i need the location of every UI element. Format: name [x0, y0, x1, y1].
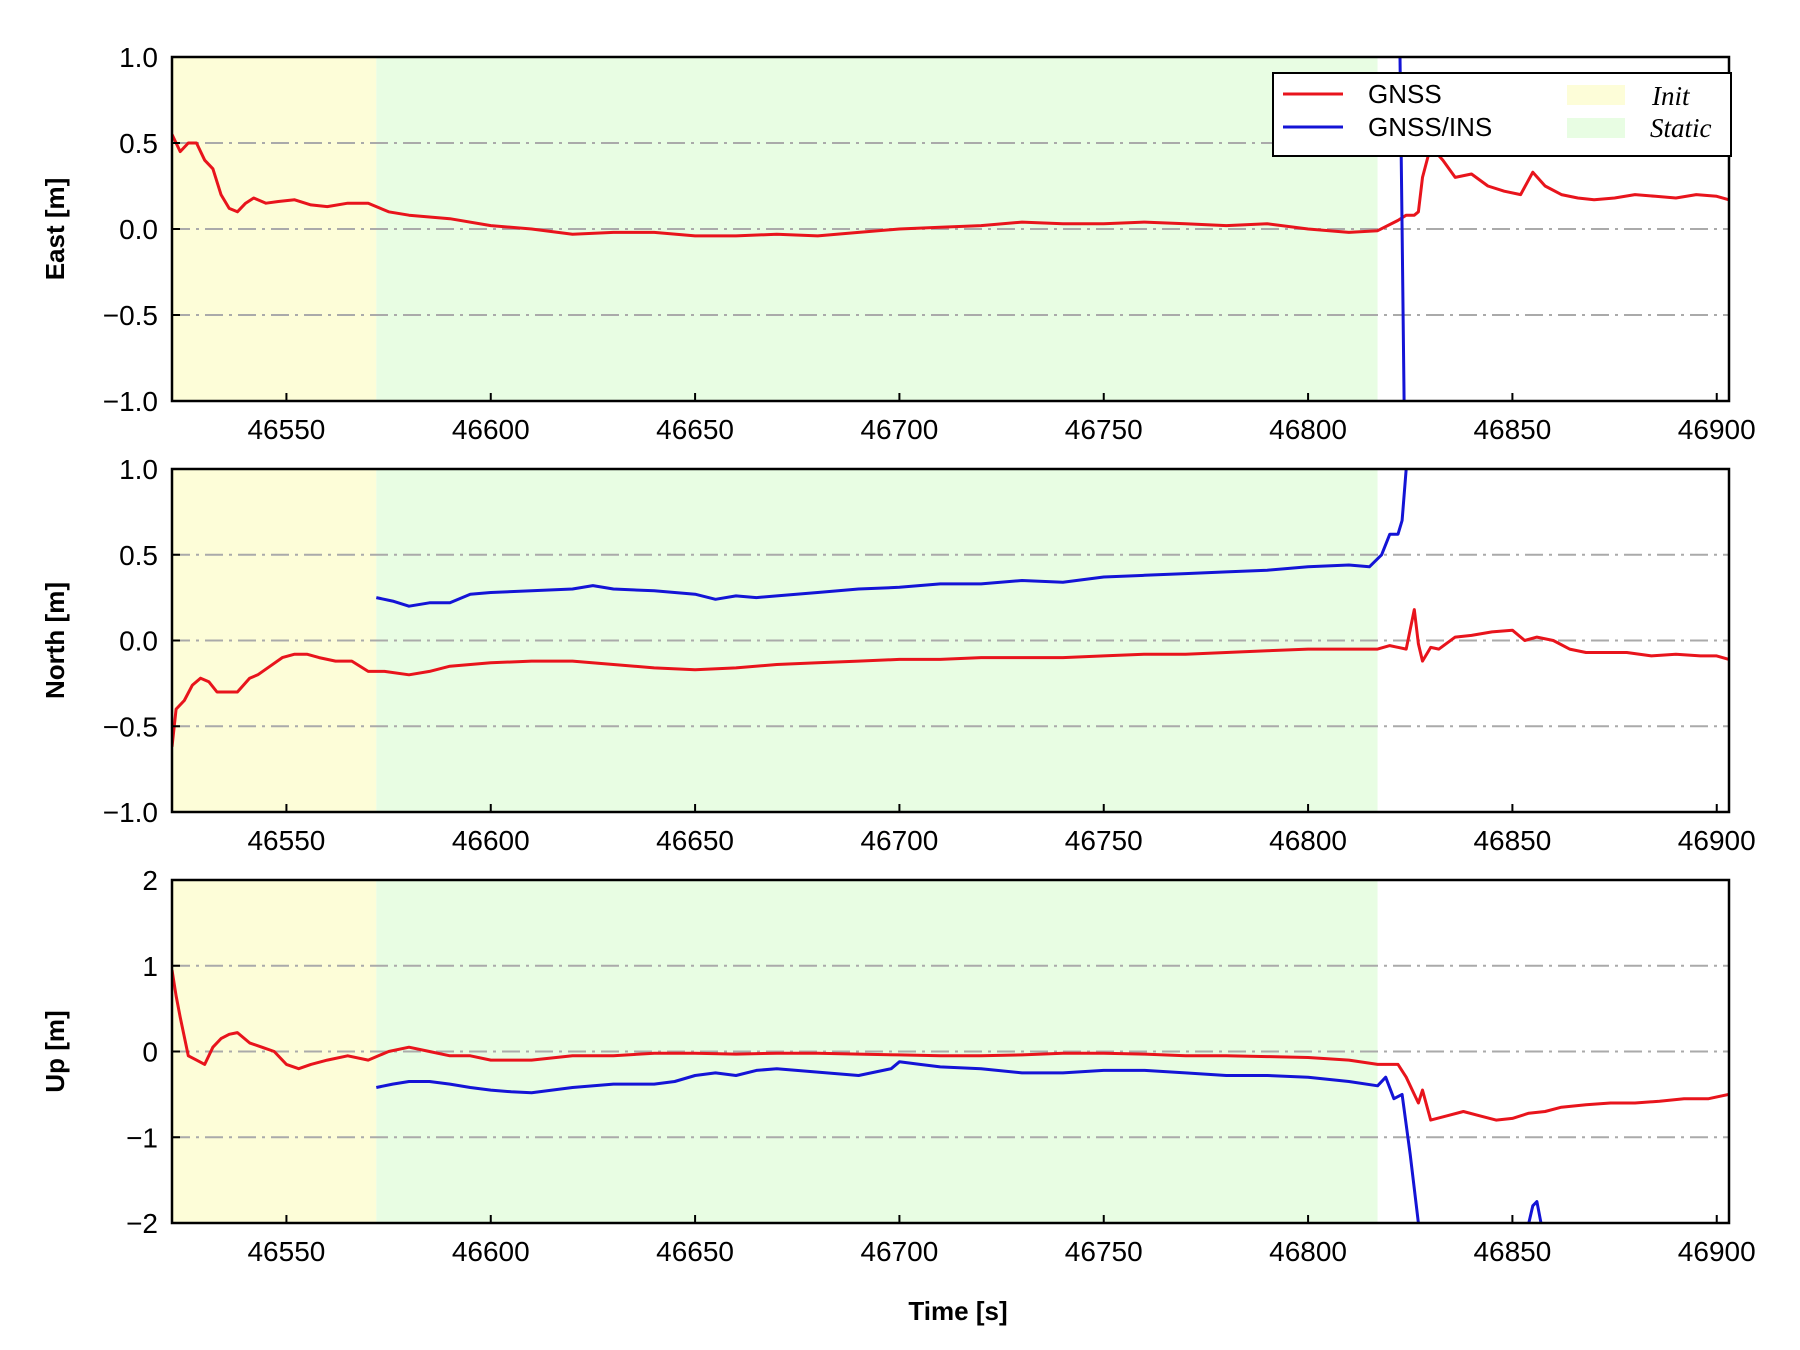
x-tick-label: 46600 [452, 414, 530, 445]
x-tick-label: 46800 [1269, 1236, 1347, 1267]
y-tick-label: 1.0 [119, 454, 158, 485]
y-tick-label: −1 [126, 1122, 158, 1153]
x-tick-label: 46600 [452, 825, 530, 856]
series-gnss [172, 969, 1729, 1122]
x-tick-label: 46550 [247, 414, 325, 445]
panel-3: 2 1 0 −1 −2 46550 46600 46650 46700 46750 46800 468… [40, 865, 1756, 1267]
x-tick-label: 46700 [860, 1236, 938, 1267]
legend-static-label: Static [1650, 113, 1712, 143]
y-tick-label: 0.0 [119, 626, 158, 657]
x-tick-label: 46750 [1065, 414, 1143, 445]
y-tick-label: 2 [142, 865, 158, 896]
x-tick-label: 46800 [1269, 825, 1347, 856]
panel-2: 1.0 0.5 0.0 −0.5 −1.0 46550 46600 46650 46700 467… [40, 454, 1756, 856]
series-gnss-ins [375, 1060, 1420, 1223]
y-tick-label: 0.5 [119, 128, 158, 159]
legend-init-swatch [1567, 85, 1625, 105]
legend-static-swatch [1567, 118, 1625, 138]
legend-gnss-label: GNSS [1368, 79, 1442, 109]
x-tick-label: 46900 [1678, 1236, 1756, 1267]
series-gnss-ins [1527, 1200, 1543, 1223]
x-tick-label: 46600 [452, 1236, 530, 1267]
legend-gnss-ins-label: GNSS/INS [1368, 112, 1492, 142]
x-tick-label: 46650 [656, 1236, 734, 1267]
y-tick-label: 1.0 [119, 42, 158, 73]
y-tick-label: 0 [142, 1037, 158, 1068]
y-tick-label: −1.0 [103, 386, 158, 417]
y-axis-title: East [m] [40, 178, 70, 281]
legend: GNSS GNSS/INS Init Static [1272, 72, 1732, 157]
y-tick-label: −0.5 [103, 711, 158, 742]
y-tick-label: −0.5 [103, 300, 158, 331]
series-gnss [172, 608, 1729, 747]
y-axis-title: North [m] [40, 582, 70, 699]
y-tick-label: −1.0 [103, 797, 158, 828]
x-tick-label: 46650 [656, 414, 734, 445]
x-tick-label: 46650 [656, 825, 734, 856]
x-tick-label: 46550 [247, 1236, 325, 1267]
x-tick-label: 46550 [247, 825, 325, 856]
x-tick-label: 46750 [1065, 1236, 1143, 1267]
x-tick-label: 46850 [1473, 414, 1551, 445]
y-tick-label: 1 [142, 951, 158, 982]
legend-init-label: Init [1651, 81, 1691, 111]
panels: 1.0 0.5 0.0 −0.5 −1.0 46550 46600 46650 46700 467… [40, 42, 1756, 1267]
x-tick-label: 46900 [1678, 825, 1756, 856]
x-tick-label: 46850 [1473, 1236, 1551, 1267]
x-tick-label: 46700 [860, 825, 938, 856]
x-tick-label: 46900 [1678, 414, 1756, 445]
legend-box [1272, 72, 1732, 157]
y-axis-title: Up [m] [40, 1010, 70, 1092]
x-tick-label: 46750 [1065, 825, 1143, 856]
series-gnss [172, 133, 1729, 238]
y-tick-label: 0.0 [119, 214, 158, 245]
x-tick-label: 46800 [1269, 414, 1347, 445]
x-axis-title: Time [s] [908, 1296, 1007, 1326]
y-tick-label: −2 [126, 1208, 158, 1239]
x-tick-label: 46850 [1473, 825, 1551, 856]
x-tick-label: 46700 [860, 414, 938, 445]
panel-1: 1.0 0.5 0.0 −0.5 −1.0 46550 46600 46650 46700 467… [40, 42, 1756, 445]
y-tick-label: 0.5 [119, 540, 158, 571]
series-gnss-ins [375, 469, 1408, 608]
